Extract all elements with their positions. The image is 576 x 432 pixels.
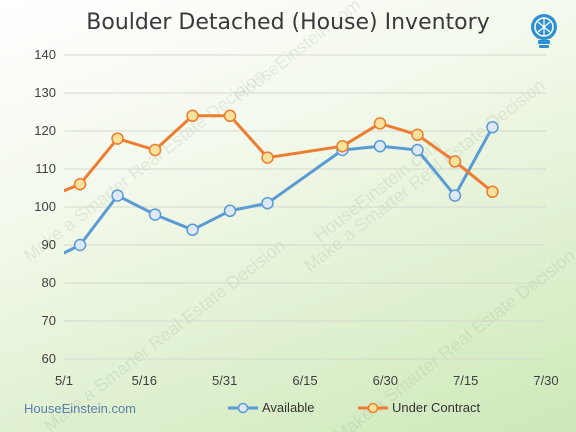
data-point-under-contract [111, 132, 124, 145]
x-tick-label: 5/31 [212, 373, 237, 388]
y-tick-label: 140 [34, 47, 56, 62]
y-tick-label: 120 [34, 123, 56, 138]
data-point-under-contract [261, 151, 274, 164]
x-tick-label: 6/15 [292, 373, 317, 388]
y-tick-label: 80 [42, 275, 56, 290]
data-point-available [73, 238, 87, 252]
data-point-available [186, 223, 199, 237]
legend-swatch-available [228, 402, 258, 413]
data-point-available [411, 143, 424, 157]
legend-label-under-contract: Under Contract [392, 400, 481, 415]
y-tick-label: 60 [42, 351, 56, 366]
series-line-under-contract [64, 114, 494, 193]
x-tick-label: 6/30 [373, 373, 398, 388]
chart-title: Boulder Detached (House) Inventory [86, 10, 490, 35]
data-point-under-contract [148, 143, 162, 157]
y-tick-label: 130 [34, 85, 56, 100]
y-tick-label: 110 [35, 161, 56, 176]
y-tick-label: 70 [42, 313, 56, 328]
data-point-under-contract [486, 185, 499, 199]
legend-item-under-contract: Under Contract [358, 400, 480, 415]
data-point-under-contract [73, 177, 87, 191]
data-point-under-contract [336, 139, 349, 153]
x-tick-label: 5/1 [55, 373, 73, 388]
series-line-available [64, 126, 494, 255]
y-tick-label: 90 [42, 237, 56, 252]
data-point-available [261, 196, 274, 210]
footer-brand: HouseEinstein.com [24, 401, 136, 416]
data-point-available [486, 120, 499, 134]
x-tick-label: 7/30 [533, 373, 558, 388]
legend-label-available: Available [262, 400, 315, 415]
x-tick-label: 7/15 [453, 373, 478, 388]
data-point-under-contract [373, 117, 387, 130]
data-point-available [373, 139, 387, 153]
lightbulb-icon [531, 14, 557, 48]
data-point-available [111, 189, 124, 202]
y-tick-label: 100 [34, 199, 56, 214]
data-point-available [148, 208, 162, 221]
legend-swatch-under-contract [358, 402, 388, 413]
data-point-under-contract [411, 128, 424, 142]
data-point-under-contract [448, 155, 462, 168]
x-tick-label: 5/16 [132, 373, 157, 388]
legend-item-available: Available [228, 400, 315, 415]
data-point-under-contract [223, 109, 237, 123]
data-point-under-contract [186, 109, 199, 123]
data-point-available [448, 189, 462, 202]
data-point-available [223, 204, 237, 218]
